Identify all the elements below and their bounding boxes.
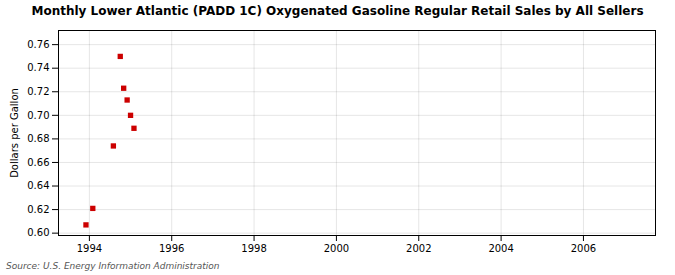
- svg-text:2004: 2004: [488, 243, 513, 254]
- svg-text:0.76: 0.76: [27, 39, 49, 50]
- svg-text:0.60: 0.60: [27, 227, 49, 238]
- svg-text:2000: 2000: [324, 243, 349, 254]
- svg-text:Dollars per Gallon: Dollars per Gallon: [9, 88, 20, 178]
- svg-text:0.68: 0.68: [27, 133, 49, 144]
- svg-text:2002: 2002: [406, 243, 431, 254]
- html-text:Monthly Lower Atlantic (PADD 1: Monthly Lower Atlantic (PADD 1C) Oxygena…: [31, 4, 644, 18]
- svg-text:0.70: 0.70: [27, 110, 49, 121]
- svg-text:0.62: 0.62: [27, 204, 49, 215]
- svg-text:2006: 2006: [571, 243, 596, 254]
- svg-text:1998: 1998: [241, 243, 266, 254]
- svg-text:1994: 1994: [77, 243, 102, 254]
- svg-text:1996: 1996: [159, 243, 184, 254]
- svg-text:0.64: 0.64: [27, 180, 49, 191]
- svg-text:0.72: 0.72: [27, 86, 49, 97]
- html-text:Source: U.S. Energy Informatio: Source: U.S. Energy Information Administ…: [6, 261, 220, 271]
- svg-text:0.74: 0.74: [27, 62, 49, 73]
- svg-text:0.66: 0.66: [27, 157, 49, 168]
